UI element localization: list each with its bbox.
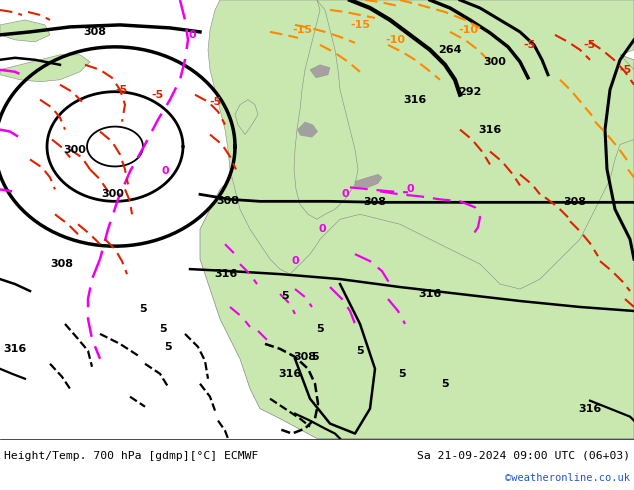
- Text: 300: 300: [484, 57, 507, 67]
- Text: 5: 5: [139, 304, 147, 314]
- Text: 308: 308: [84, 27, 107, 37]
- Polygon shape: [294, 0, 358, 220]
- Text: -10: -10: [458, 25, 478, 35]
- Text: 0: 0: [188, 30, 196, 40]
- Text: 5: 5: [281, 291, 289, 301]
- Text: -5: -5: [584, 40, 596, 50]
- Text: 316: 316: [418, 289, 442, 299]
- Text: 308: 308: [363, 197, 387, 207]
- Text: 264: 264: [438, 45, 462, 55]
- Text: 5: 5: [316, 324, 324, 334]
- Text: 0: 0: [161, 167, 169, 176]
- Text: 0: 0: [318, 224, 326, 234]
- Polygon shape: [0, 20, 50, 42]
- Polygon shape: [0, 55, 90, 82]
- Text: 300: 300: [101, 189, 124, 199]
- Text: 0: 0: [406, 184, 414, 195]
- Text: Height/Temp. 700 hPa [gdmp][°C] ECMWF: Height/Temp. 700 hPa [gdmp][°C] ECMWF: [4, 451, 259, 461]
- Text: -5: -5: [524, 40, 536, 50]
- Text: 5: 5: [398, 369, 406, 379]
- Text: 0: 0: [291, 256, 299, 266]
- Text: 5: 5: [159, 324, 167, 334]
- Text: 316: 316: [578, 404, 602, 414]
- Text: -5: -5: [209, 97, 221, 107]
- Text: 316: 316: [403, 95, 427, 105]
- Text: 316: 316: [479, 124, 501, 135]
- Text: ©weatheronline.co.uk: ©weatheronline.co.uk: [505, 473, 630, 483]
- Text: 308: 308: [294, 352, 316, 362]
- Text: 5: 5: [164, 342, 172, 352]
- Text: 5: 5: [311, 352, 319, 362]
- Text: 316: 316: [278, 369, 302, 379]
- Polygon shape: [310, 65, 330, 78]
- Text: -5: -5: [116, 85, 128, 95]
- Text: -5: -5: [619, 65, 631, 75]
- Text: 0: 0: [341, 189, 349, 199]
- Text: -15: -15: [292, 25, 312, 35]
- Polygon shape: [208, 0, 634, 289]
- Text: 5: 5: [441, 379, 449, 389]
- Text: 300: 300: [63, 145, 86, 154]
- Text: 316: 316: [3, 344, 27, 354]
- Text: 308: 308: [564, 197, 586, 207]
- Text: 316: 316: [214, 269, 238, 279]
- Polygon shape: [297, 122, 318, 138]
- Text: 292: 292: [458, 87, 482, 97]
- Text: -15: -15: [350, 20, 370, 30]
- Text: Sa 21-09-2024 09:00 UTC (06+03): Sa 21-09-2024 09:00 UTC (06+03): [417, 451, 630, 461]
- Polygon shape: [200, 0, 634, 439]
- Text: -5: -5: [152, 90, 164, 99]
- Polygon shape: [355, 174, 382, 187]
- Text: 5: 5: [356, 346, 364, 356]
- Text: -10: -10: [385, 35, 405, 45]
- Text: 308: 308: [51, 259, 74, 269]
- Polygon shape: [235, 99, 258, 135]
- Text: 308: 308: [216, 196, 240, 206]
